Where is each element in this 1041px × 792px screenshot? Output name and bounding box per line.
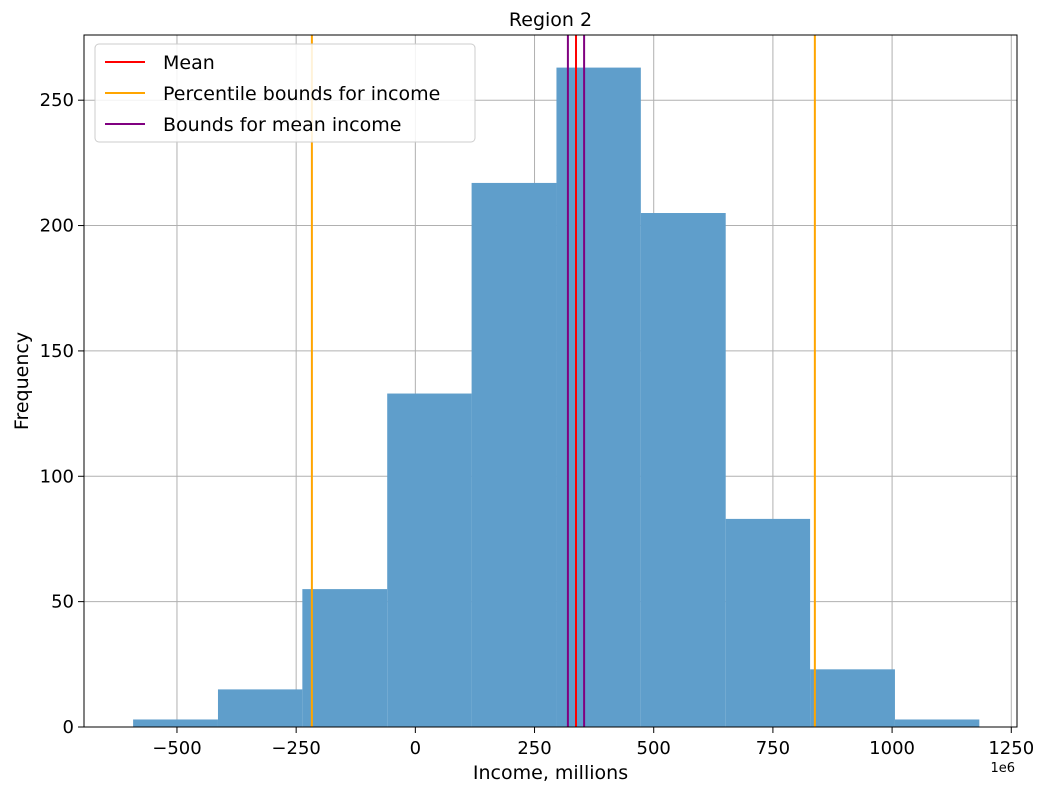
y-tick-label: 200 — [40, 216, 74, 237]
chart-title: Region 2 — [509, 9, 592, 31]
x-tick-label: 1250 — [988, 738, 1034, 759]
vertical-reference-lines — [310, 35, 816, 727]
histogram-bar — [387, 393, 472, 727]
legend-items: Mean Percentile bounds for income Bounds f… — [105, 52, 440, 136]
x-tick-label: 0 — [410, 738, 421, 759]
y-axis-ticks: 0 50 100 150 200 250 — [40, 90, 84, 738]
x-tick-label: 500 — [637, 738, 671, 759]
histogram-bars — [133, 67, 980, 728]
histogram-bar — [810, 669, 895, 727]
histogram-bar — [217, 689, 303, 727]
y-tick-label: 250 — [40, 90, 74, 111]
y-tick-label: 150 — [40, 341, 74, 362]
x-axis-offset-label: 1e6 — [990, 761, 1015, 776]
legend-label: Percentile bounds for income — [163, 83, 440, 105]
y-tick-label: 0 — [63, 717, 74, 738]
legend-label: Bounds for mean income — [163, 114, 401, 136]
histogram-bar — [556, 67, 641, 728]
x-tick-label: 1000 — [869, 738, 915, 759]
legend: Mean Percentile bounds for income Bounds f… — [94, 43, 476, 143]
y-tick-label: 50 — [51, 592, 74, 613]
y-tick-label: 100 — [40, 466, 74, 487]
histogram-bar — [133, 719, 218, 727]
y-axis-title: Frequency — [11, 332, 33, 430]
x-tick-label: −500 — [152, 738, 201, 759]
x-tick-label: −250 — [271, 738, 320, 759]
x-axis-title: Income, millions — [473, 762, 628, 784]
x-tick-label: 750 — [756, 738, 790, 759]
histogram-bar — [302, 589, 388, 727]
histogram-bar — [640, 213, 726, 727]
plot-frame — [83, 34, 1018, 728]
legend-box — [94, 43, 476, 143]
legend-label: Mean — [163, 52, 215, 74]
histogram-bar — [894, 719, 980, 727]
histogram-bar — [471, 182, 557, 727]
histogram-bar — [725, 518, 811, 727]
x-axis-ticks: −500 −250 0 250 500 750 1000 1250 — [152, 727, 1034, 759]
x-tick-label: 250 — [517, 738, 551, 759]
